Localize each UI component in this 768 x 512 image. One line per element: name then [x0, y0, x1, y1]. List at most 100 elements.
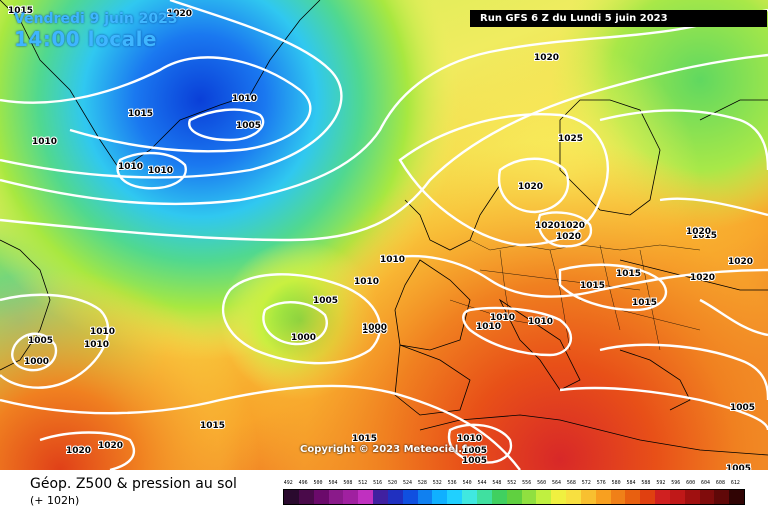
isobar-label: 1025	[558, 134, 583, 144]
legend-swatch	[313, 490, 329, 504]
isobar-label: 1010	[490, 313, 515, 323]
legend-swatch	[373, 490, 388, 504]
isobar-label: 1020	[556, 232, 581, 242]
isobar-label: 1000	[291, 333, 316, 343]
isobar-label: 1020	[66, 446, 91, 456]
legend-tick-label: 536	[447, 480, 457, 486]
legend-tick-label: 568	[566, 480, 576, 486]
map-title: Géop. Z500 & pression au sol	[30, 476, 237, 492]
isobar-label: 1000	[24, 357, 49, 367]
valid-date: Vendredi 9 juin 2023	[14, 11, 178, 27]
legend-swatch	[298, 490, 314, 504]
isobar-label: 1015	[128, 109, 153, 119]
legend-tick-label: 604	[701, 480, 711, 486]
isobar-label: 1015	[200, 421, 225, 431]
weather-map: 1015 1020 1010 1005 1015 1010 1010 1010 1020 1025…	[0, 0, 768, 470]
isobar-label: 1020	[534, 53, 559, 63]
isobar-label: 1010	[528, 317, 553, 327]
legend-swatch	[729, 490, 745, 504]
isobar-label: 1020	[98, 441, 123, 451]
legend-tick-label: 588	[641, 480, 651, 486]
legend-tick-label: 544	[477, 480, 487, 486]
legend-tick-label: 572	[581, 480, 591, 486]
isobar-label: 1000	[362, 326, 387, 336]
legend-tick-label: 576	[596, 480, 606, 486]
legend-swatch	[328, 490, 344, 504]
legend-swatch	[506, 490, 522, 504]
isobar-label: 1015	[632, 298, 657, 308]
legend-swatch	[595, 490, 611, 504]
legend-swatch	[699, 490, 715, 504]
legend-tick-label: 608	[715, 480, 725, 486]
isobar-label: 1010	[380, 255, 405, 265]
legend-swatch	[610, 490, 626, 504]
isobar-label: 1015	[352, 434, 377, 444]
legend-tick-label: 500	[313, 480, 323, 486]
isobar-label: 1010	[90, 327, 115, 337]
legend-tick-label: 516	[373, 480, 383, 486]
isobar-label: 1010	[84, 340, 109, 350]
coastlines	[0, 0, 768, 456]
legend-swatch	[358, 490, 374, 504]
isobar-label: 1015	[8, 6, 33, 16]
isobar-label: 1005	[462, 446, 487, 456]
legend-tick-label: 564	[551, 480, 562, 486]
isobar-label: 1010	[457, 434, 482, 444]
legend-tick-label: 512	[358, 480, 368, 486]
isobar-label: 1010	[232, 94, 257, 104]
legend-swatch	[462, 490, 477, 504]
legend-tick-label: 532	[432, 480, 442, 486]
legend-tick-label: 596	[671, 480, 681, 486]
legend-swatch	[521, 490, 537, 504]
isobar-label: 1010	[476, 322, 501, 332]
isobar-label: 1020	[728, 257, 753, 267]
legend-swatch	[625, 490, 641, 504]
legend-swatch	[491, 490, 507, 504]
isobar-label: 1010	[148, 166, 173, 176]
isobar-label: 1005	[236, 121, 261, 131]
isobar-label: 1020	[560, 221, 585, 231]
isobar-label: 1015	[580, 281, 605, 291]
isobar-label: 1005	[462, 456, 487, 466]
legend-ticks: 492 496 500 504 508 512 516 520 524 528 532 536 540 5…	[283, 480, 745, 489]
isobar-label: 1005	[28, 336, 53, 346]
isobar-label: 1005	[730, 403, 755, 413]
legend-tick-label: 548	[492, 480, 502, 486]
isobar-label: 1010	[354, 277, 379, 287]
isobar-label: 1020	[686, 227, 711, 237]
isobar-label: 1020	[167, 9, 192, 19]
legend-tick-label: 496	[298, 480, 308, 486]
legend-colorbar	[283, 489, 745, 505]
legend-tick-label: 540	[462, 480, 472, 486]
legend-tick-label: 524	[402, 480, 412, 486]
legend-tick-label: 520	[388, 480, 398, 486]
legend-tick-label: 492	[283, 480, 293, 486]
legend-swatch	[447, 490, 463, 504]
isobar-label: 1015	[616, 269, 641, 279]
legend-tick-label: 508	[343, 480, 353, 486]
legend-swatch	[551, 490, 567, 504]
valid-time: 14:00 locale	[14, 27, 157, 51]
legend-swatch	[387, 490, 403, 504]
copyright-notice: Copyright © 2023 Meteociel.fr	[300, 444, 472, 455]
isobar-label: 1000	[362, 323, 387, 333]
legend-swatch	[580, 490, 596, 504]
isobar-label: 1015	[692, 231, 717, 241]
legend-swatch	[669, 490, 685, 504]
legend-tick-label: 592	[656, 480, 666, 486]
legend-tick-label: 612	[730, 480, 740, 486]
legend-swatch	[655, 490, 670, 504]
isobar-label: 1005	[726, 464, 751, 470]
legend-swatch	[476, 490, 492, 504]
isobar-label: 1020	[518, 182, 543, 192]
legend-tick-label: 552	[507, 480, 517, 486]
legend-tick-label: 584	[626, 480, 636, 486]
legend-tick-label: 560	[537, 480, 547, 486]
legend-tick-label: 556	[522, 480, 532, 486]
legend-swatch	[432, 490, 448, 504]
legend-swatch	[684, 490, 700, 504]
legend-swatch	[640, 490, 656, 504]
legend-tick-label: 600	[686, 480, 696, 486]
isobar-label: 1005	[313, 296, 338, 306]
